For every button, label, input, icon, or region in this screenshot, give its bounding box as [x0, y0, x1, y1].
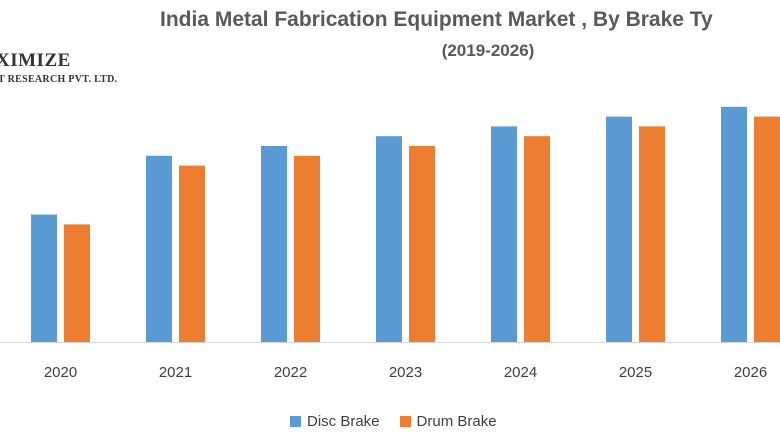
legend-swatch-disc-brake	[290, 416, 301, 427]
legend: Disc Brake Drum Brake	[290, 413, 497, 430]
x-tick-label: 2021	[159, 364, 192, 381]
x-tick-label: 2024	[504, 364, 537, 381]
legend-item-drum-brake: Drum Brake	[399, 413, 497, 430]
bar-drum-brake-2024	[524, 136, 550, 342]
bar-drum-brake-2021	[179, 165, 205, 342]
bar-disc-brake-2026	[721, 106, 747, 342]
bar-disc-brake-2023	[376, 136, 402, 342]
bar-drum-brake-2025	[639, 126, 665, 343]
bar-drum-brake-2022	[294, 155, 320, 342]
legend-swatch-drum-brake	[399, 416, 411, 427]
chart-title: India Metal Fabrication Equipment Market…	[160, 8, 713, 31]
logo-subtext: T RESEARCH PVT. LTD.	[0, 74, 118, 85]
bar-disc-brake-2025	[606, 116, 632, 342]
x-tick-label: 2022	[274, 364, 307, 381]
bar-drum-brake-2023	[409, 146, 435, 342]
logo-text: XIMIZE	[0, 50, 71, 71]
bar-disc-brake-2022	[261, 146, 287, 342]
x-tick-label: 2023	[389, 364, 422, 381]
chart-subtitle: (2019-2026)	[441, 41, 535, 60]
legend-label-drum-brake: Drum Brake	[416, 413, 497, 430]
bar-drum-brake-2026	[754, 116, 780, 342]
bar-disc-brake-2020	[31, 214, 57, 342]
bar-disc-brake-2021	[146, 155, 172, 342]
bar-disc-brake-2024	[491, 126, 517, 343]
bar-drum-brake-2020	[64, 224, 90, 342]
x-tick-label: 2025	[619, 364, 652, 381]
legend-label-disc-brake: Disc Brake	[307, 413, 380, 430]
x-tick-label: 2026	[734, 364, 767, 381]
x-tick-label: 2020	[44, 364, 77, 381]
legend-item-disc-brake: Disc Brake	[290, 413, 380, 430]
